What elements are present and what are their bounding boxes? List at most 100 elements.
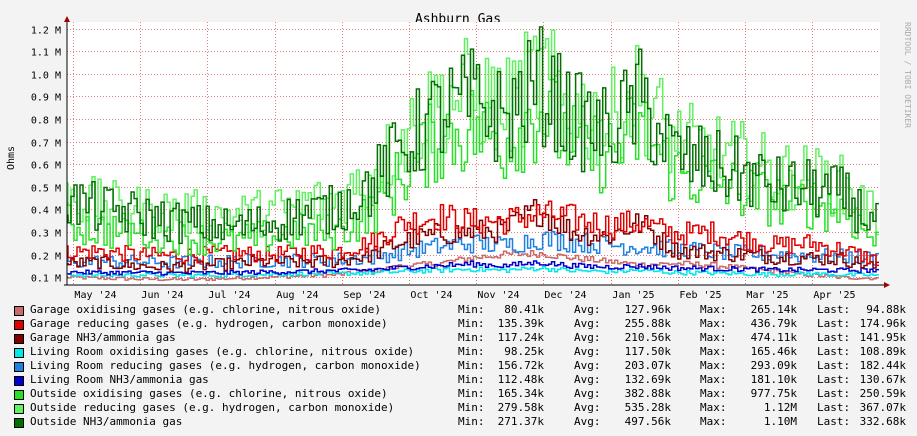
legend-swatch [14,404,24,414]
legend-swatch [14,320,24,330]
x-tick-label: May '24 [74,290,116,300]
legend-row: Living Room NH3/ammonia gas Min: 112.48k Av… [14,373,909,387]
legend-stat-label-avg: Avg: [574,317,601,330]
legend-stat-value-min: 80.41k [504,303,544,316]
legend-stat-label-max: Max: [700,317,727,330]
y-tick-label: 0.6 M [31,161,61,172]
legend-stat-value-max: 181.10k [750,373,797,386]
legend-stat-value-avg: 210.56k [624,331,671,344]
x-tick-label: Feb '25 [679,290,721,300]
y-tick-label: 0.2 M [31,252,61,263]
watermark: RRDTOOL / TOBI OETIKER [903,22,912,128]
legend-stat-value-min: 135.39k [497,317,544,330]
legend-stat-label-avg: Avg: [574,387,601,400]
legend-stat-label-max: Max: [700,415,727,428]
legend-stat-value-last: 108.89k [859,345,906,358]
legend-stat-label-min: Min: [458,373,485,386]
x-tick-label: Oct '24 [410,290,452,300]
legend-stat-value-max: 1.12M [763,401,797,414]
x-tick-label: Mar '25 [746,290,788,300]
legend-stat-value-max: 1.10M [763,415,797,428]
legend-stat-value-max: 436.79k [750,317,797,330]
legend-row: Garage reducing gases (e.g. hydrogen, ca… [14,317,909,331]
x-tick-label: Dec '24 [544,290,586,300]
legend-row: Outside reducing gases (e.g. hydrogen, c… [14,401,909,415]
legend-stat-label-max: Max: [700,401,727,414]
legend-stat-label-avg: Avg: [574,331,601,344]
y-tick-label: 1.1 M [31,48,61,59]
legend-row: Garage NH3/ammonia gas Min: 117.24k Avg: 210… [14,331,909,345]
x-ticks: May '24 Jun '24 Jul '24 Aug '24 Sep '24 Oct '… [74,290,855,300]
legend-swatch [14,306,24,316]
legend-stat-label-min: Min: [458,331,485,344]
legend-stat-label-min: Min: [458,317,485,330]
legend-stat-value-max: 293.09k [750,359,797,372]
legend-row: Living Room reducing gases (e.g. hydroge… [14,359,909,373]
legend-series-name: Living Room reducing gases (e.g. hydroge… [30,359,421,372]
legend-swatch [14,376,24,386]
x-axis-arrow [884,282,890,288]
legend-stat-value-last: 182.44k [859,359,906,372]
legend-stat-label-last: Last: [817,303,851,316]
legend-stat-label-last: Last: [817,331,851,344]
legend: Garage oxidising gases (e.g. chlorine, n… [14,303,909,429]
legend-row: Outside NH3/ammonia gas Min: 271.37k Avg: 49… [14,415,909,429]
legend-stat-label-min: Min: [458,345,485,358]
series-line [67,250,879,282]
legend-stat-label-avg: Avg: [574,415,601,428]
legend-series-name: Outside NH3/ammonia gas [30,415,183,428]
legend-stat-label-min: Min: [458,387,485,400]
legend-stat-value-avg: 203.07k [624,359,671,372]
legend-swatch [14,418,24,428]
legend-stat-value-last: 367.07k [859,401,906,414]
legend-stat-label-last: Last: [817,387,851,400]
x-tick-label: Aug '24 [276,290,318,300]
legend-stat-label-last: Last: [817,415,851,428]
legend-swatch [14,362,24,372]
legend-stat-label-avg: Avg: [574,303,601,316]
legend-stat-value-min: 98.25k [504,345,544,358]
legend-stat-label-last: Last: [817,359,851,372]
legend-stat-label-max: Max: [700,303,727,316]
y-tick-label: 0.4 M [31,206,61,217]
legend-stat-label-max: Max: [700,387,727,400]
legend-stat-value-last: 174.96k [859,317,906,330]
legend-row: Garage oxidising gases (e.g. chlorine, n… [14,303,909,317]
series-line [67,78,879,256]
legend-stat-value-last: 332.68k [859,415,906,428]
legend-series-name: Garage NH3/ammonia gas [30,331,176,344]
y-ticks: 0.1 M 0.2 M 0.3 M 0.4 M 0.5 M 0.6 M 0.7 M 0.8 M… [31,26,61,285]
x-tick-label: Apr '25 [813,290,855,300]
legend-stat-value-min: 117.24k [497,331,544,344]
legend-swatch [14,390,24,400]
legend-stat-value-last: 250.59k [859,387,906,400]
y-tick-label: 0.8 M [31,116,61,127]
legend-stat-label-avg: Avg: [574,359,601,372]
y-axis-arrow [64,16,70,22]
legend-stat-value-last: 130.67k [859,373,906,386]
legend-series-name: Outside oxidising gases (e.g. chlorine, … [30,387,388,400]
series-line [67,200,879,267]
chart: Ashburn Gas Ohms RRDTOOL / TOBI OETIKER … [6,12,912,300]
legend-stat-value-min: 156.72k [497,359,544,372]
series-line [67,260,879,276]
x-tick-label: Sep '24 [343,290,385,300]
legend-stat-label-max: Max: [700,331,727,344]
legend-stat-label-avg: Avg: [574,345,601,358]
legend-stat-label-min: Min: [458,401,485,414]
legend-stat-value-min: 271.37k [497,415,544,428]
legend-stat-value-last: 94.88k [866,303,906,316]
legend-stat-label-avg: Avg: [574,401,601,414]
legend-stat-label-max: Max: [700,373,727,386]
x-tick-label: Jul '24 [208,290,250,300]
legend-stat-value-avg: 255.88k [624,317,671,330]
legend-stat-label-min: Min: [458,303,485,316]
y-tick-label: 0.5 M [31,184,61,195]
legend-swatch [14,348,24,358]
series-line [67,266,879,278]
legend-series-name: Living Room NH3/ammonia gas [30,373,209,386]
legend-stat-value-avg: 535.28k [624,401,671,414]
legend-stat-value-max: 977.75k [750,387,797,400]
y-axis-label: Ohms [6,146,17,170]
legend-stat-label-last: Last: [817,401,851,414]
